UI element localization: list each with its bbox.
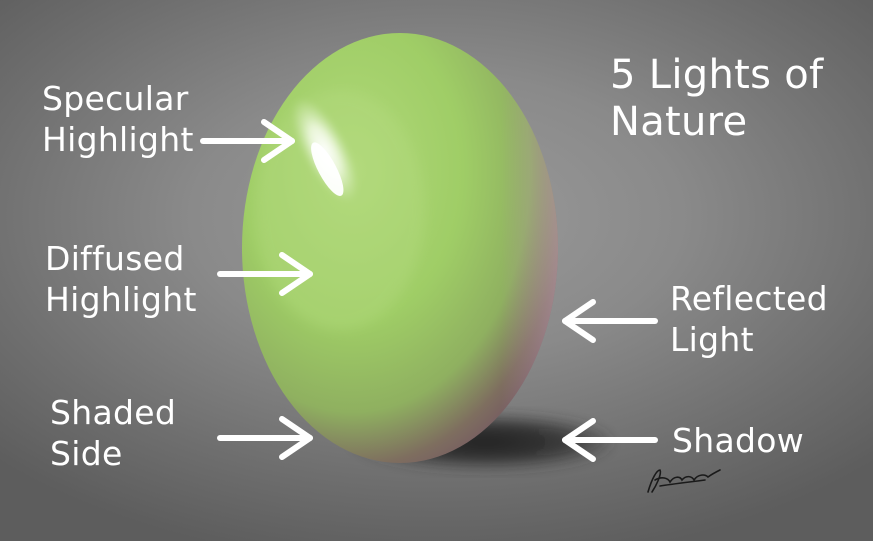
- arrow-reflected: [562, 299, 658, 343]
- arrow-specular: [200, 119, 295, 163]
- label-reflected-light: Reflected Light: [670, 278, 828, 360]
- diagram-title: 5 Lights of Nature: [610, 52, 823, 146]
- label-specular-line-1: Specular: [42, 79, 189, 118]
- arrow-shadow: [562, 418, 658, 462]
- label-shadow: Shadow: [672, 420, 804, 461]
- title-line-1: 5 Lights of: [610, 52, 824, 98]
- title-line-2: Nature: [610, 99, 748, 145]
- label-reflected-line-1: Reflected: [670, 279, 828, 318]
- arrow-diffused: [217, 252, 313, 296]
- label-diffused-line-1: Diffused: [45, 239, 185, 278]
- arrow-shaded: [217, 416, 313, 460]
- label-shaded-line-1: Shaded: [50, 393, 177, 432]
- diffused-glow: [255, 90, 425, 330]
- label-shaded-side: Shaded Side: [50, 392, 176, 474]
- label-reflected-line-2: Light: [670, 320, 754, 359]
- label-diffused-line-2: Highlight: [45, 280, 197, 319]
- label-specular-line-2: Highlight: [42, 120, 194, 159]
- label-shaded-line-2: Side: [50, 434, 123, 473]
- specular-highlight: [291, 97, 359, 203]
- label-shadow-line-1: Shadow: [672, 421, 805, 460]
- signature: [647, 469, 721, 493]
- label-specular-highlight: Specular Highlight: [42, 78, 194, 160]
- label-diffused-highlight: Diffused Highlight: [45, 238, 197, 320]
